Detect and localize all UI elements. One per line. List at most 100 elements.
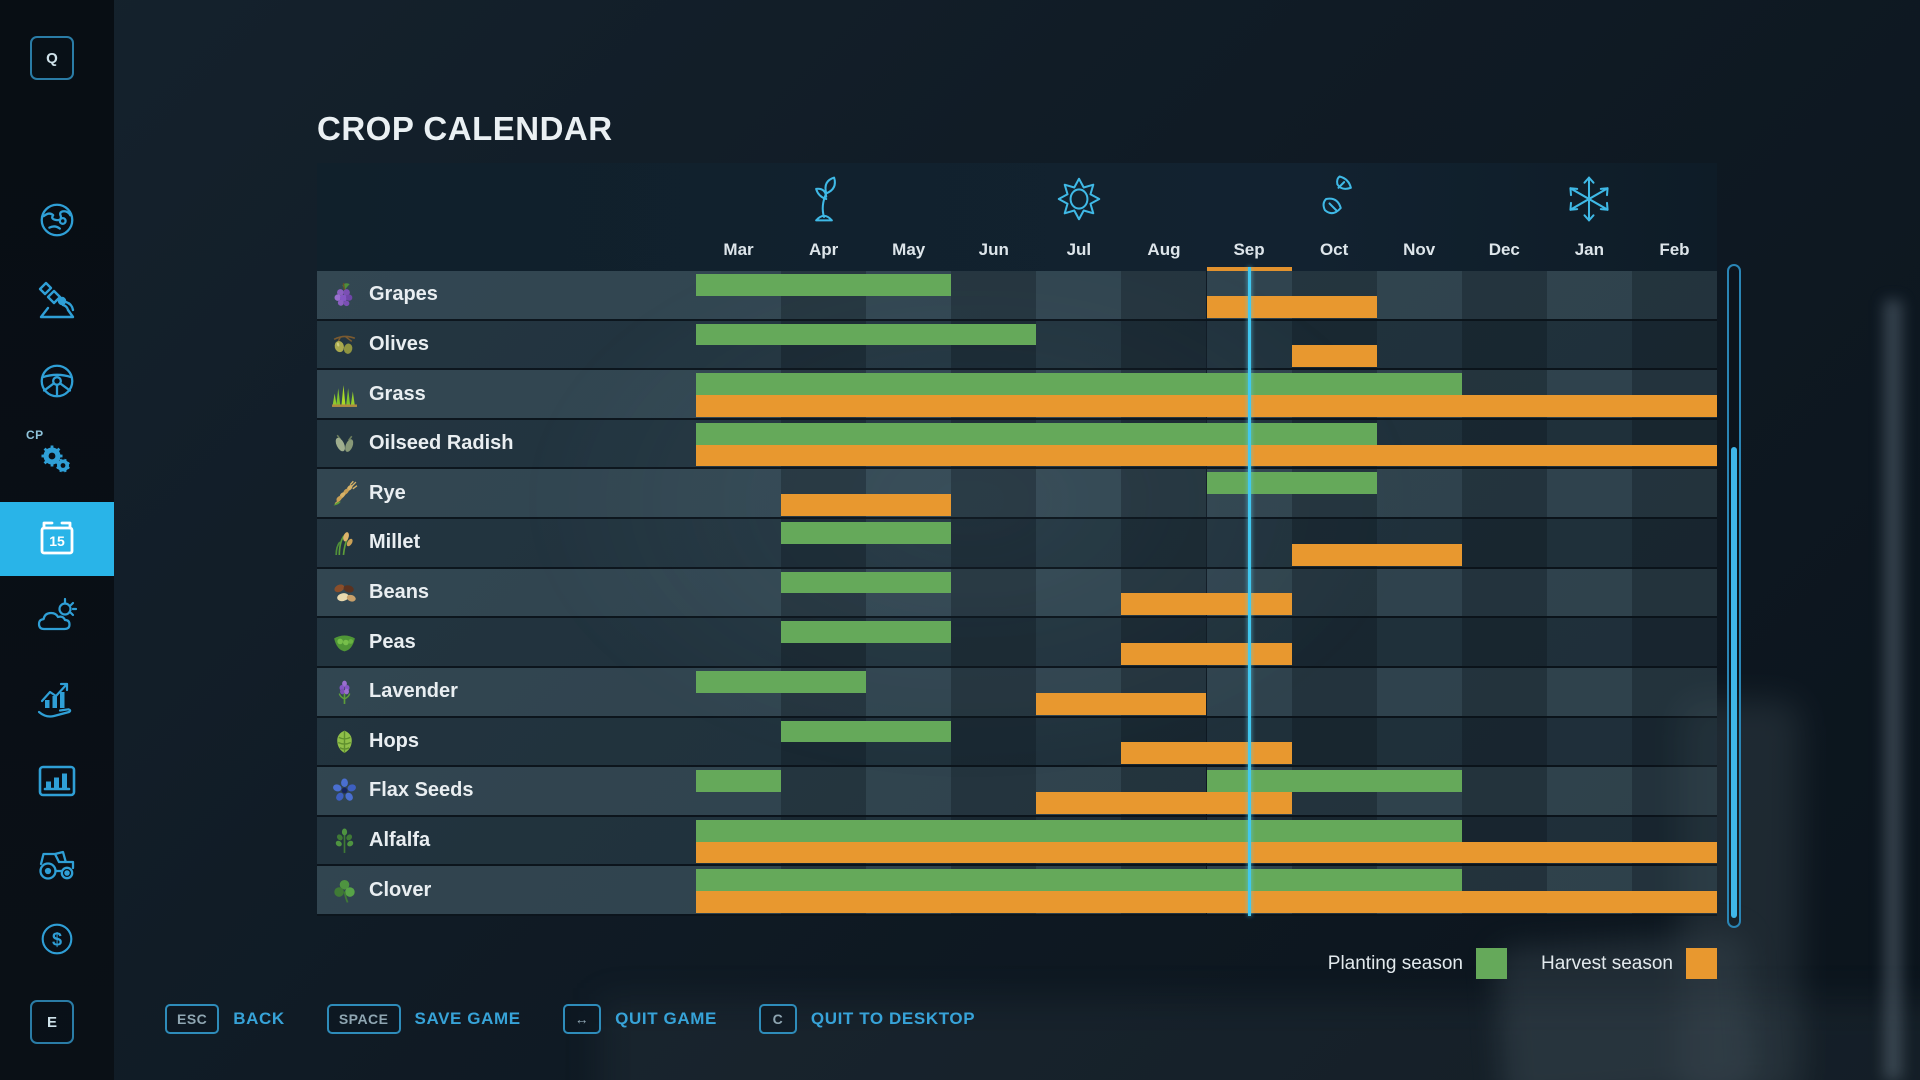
crop-label-cell: Grass [317, 370, 696, 418]
globe-icon [36, 199, 78, 241]
grid-cell [1631, 568, 1718, 617]
spring-icon [797, 171, 851, 227]
sidebar-item-finances[interactable]: $ [0, 902, 114, 976]
month-label: Jun [978, 240, 1009, 259]
sidebar-item-prices[interactable] [0, 661, 114, 735]
sidebar-item-precision-farming[interactable] [0, 263, 114, 337]
crop-label-cell: Alfalfa [317, 816, 696, 865]
peas-icon [331, 629, 358, 656]
grid-cell [951, 618, 1037, 666]
grid-cell [696, 469, 782, 518]
footer-bar: ESC BACK SPACE SAVE GAME ↔ QUIT GAME C QUIT TO … [165, 1004, 975, 1034]
flax-seeds-icon [331, 777, 358, 804]
planting-swatch [1475, 948, 1507, 979]
sidebar-item-map[interactable] [0, 183, 114, 257]
grid-cell [781, 767, 867, 815]
crop-row-months [696, 618, 1718, 666]
month-label: Sep [1233, 240, 1265, 259]
sidebar-item-courseplay[interactable]: CP [0, 422, 114, 496]
crop-row-months [696, 370, 1718, 418]
grid-cell [1291, 717, 1377, 766]
crop-row: Flax Seeds [317, 767, 1718, 817]
grid-cell [1461, 767, 1547, 815]
grid-cell [1291, 618, 1377, 666]
grid-cell [1631, 767, 1718, 815]
crop-row: Peas [317, 618, 1718, 668]
hand-chart-icon [35, 676, 79, 720]
month-label: Aug [1147, 240, 1181, 259]
crop-label-cell: Clover [317, 866, 696, 914]
crop-label-cell: Beans [317, 568, 696, 617]
crop-row: Lavender [317, 667, 1718, 718]
scrollbar[interactable] [1727, 264, 1741, 928]
grid-cell [1546, 469, 1632, 518]
oilseed-radish-icon [331, 430, 358, 457]
crop-row-months [696, 717, 1718, 766]
grid-cell [1631, 320, 1718, 369]
save-game-button[interactable]: SPACE SAVE GAME [326, 1004, 521, 1034]
grid-cell [1376, 271, 1462, 319]
crop-name: Grass [369, 382, 426, 405]
crop-label-cell: Lavender [317, 667, 696, 716]
crop-name: Oilseed Radish [369, 432, 514, 455]
beans-icon [331, 579, 358, 606]
grid-cell [866, 667, 952, 716]
planting-season-bar [696, 373, 1462, 396]
sidebar-item-weather[interactable] [0, 581, 114, 655]
grid-cell [1461, 519, 1547, 567]
crop-name: Alfalfa [369, 829, 431, 852]
planting-season-bar [781, 720, 952, 743]
crop-label-cell: Rye [317, 469, 696, 518]
harvest-swatch [1686, 948, 1717, 979]
crop-row: Millet [317, 519, 1718, 569]
sidebar-item-crop-calendar[interactable]: 15 [0, 502, 114, 576]
grid-cell [1461, 618, 1547, 666]
sidebar-item-garage[interactable] [0, 826, 114, 900]
planting-season-bar [696, 323, 1037, 346]
satellite-icon [35, 278, 79, 322]
scrollbar-thumb[interactable] [1731, 447, 1737, 918]
grid-cell [951, 767, 1037, 815]
grid-cell [696, 568, 782, 617]
crop-label-cell: Oilseed Radish [317, 419, 696, 468]
button-label: BACK [233, 1009, 285, 1028]
key-hint: ↔ [562, 1004, 602, 1034]
quit-game-button[interactable]: ↔ QUIT GAME [562, 1004, 717, 1034]
planting-season-bar [781, 621, 952, 644]
steering-wheel-icon [36, 360, 78, 402]
grid-cell [1546, 717, 1632, 766]
crop-row-months [696, 320, 1718, 369]
crop-name: Peas [369, 630, 416, 653]
grid-cell [866, 767, 952, 815]
month-label: Oct [1319, 240, 1349, 259]
quit-to-desktop-button[interactable]: C QUIT TO DESKTOP [758, 1004, 975, 1034]
grid-cell [1546, 618, 1632, 666]
grid-cell [1036, 320, 1122, 369]
crop-name: Hops [369, 729, 419, 752]
grid-cell [1376, 469, 1462, 518]
sidebar-item-vehicles[interactable] [0, 344, 114, 418]
planting-season-bar [781, 571, 952, 594]
crop-row: Oilseed Radish [317, 419, 1718, 470]
summer-icon [1052, 171, 1106, 227]
grid-cell [1631, 618, 1718, 666]
crop-row-months [696, 767, 1718, 815]
grid-cell [1121, 320, 1207, 369]
grid-cell [951, 519, 1037, 567]
grid-cell [951, 568, 1037, 617]
crop-row-months [696, 469, 1718, 518]
harvest-season-bar [696, 395, 1717, 417]
sidebar-item-statistics[interactable] [0, 744, 114, 818]
crop-row-months [696, 667, 1718, 716]
grid-cell [1631, 667, 1718, 716]
button-label: SAVE GAME [414, 1009, 521, 1028]
back-button[interactable]: ESC BACK [165, 1004, 285, 1034]
harvest-season-bar [1036, 692, 1207, 715]
grid-cell [696, 618, 782, 666]
crop-name: Flax Seeds [369, 779, 474, 802]
bar-chart-icon [35, 759, 79, 803]
grid-cell [1631, 469, 1718, 518]
grid-cell [1546, 767, 1632, 815]
grid-cell [1461, 469, 1547, 518]
grid-cell [1631, 271, 1718, 319]
